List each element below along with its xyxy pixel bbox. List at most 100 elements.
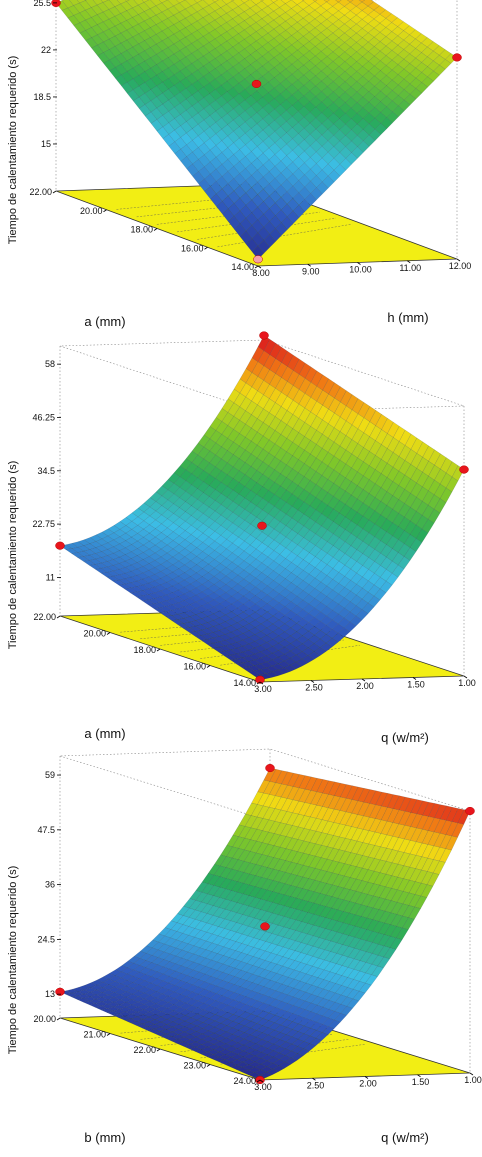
z-axis-title: Tiempo de calentamiento requerido (s) [7, 866, 19, 1055]
design-point [55, 541, 65, 550]
y-tick [310, 680, 315, 683]
y-tick [259, 1079, 264, 1083]
x-tick [106, 1033, 111, 1036]
surface-cell [263, 233, 276, 248]
surface-cell [298, 199, 311, 213]
y-axis: 3.00 2.50 2.00 1.50 1.00 [254, 675, 476, 694]
surface-cell [439, 59, 452, 70]
z-tick-label: 34.5 [37, 466, 55, 476]
surface-cell [240, 0, 250, 4]
y-tick-label: 2.50 [307, 1080, 325, 1090]
y-tick [456, 258, 461, 262]
surface-cell [392, 105, 405, 118]
surface-cell [301, 0, 305, 2]
design-point [459, 465, 469, 474]
x-axis-title: a (mm) [84, 314, 125, 329]
surface-cell [297, 1048, 310, 1056]
chart-3: 13 24.5 36 47.5 59 20.00 21.00 22.00 23.00 24.003… [7, 748, 482, 1145]
y-tick-label: 11.00 [399, 263, 421, 273]
x-tick [106, 632, 111, 635]
z-tick-label: 22.75 [32, 519, 55, 529]
surface-cell [260, 0, 264, 2]
z-tick-label: 24.5 [37, 934, 55, 944]
y-axis: 8.00 9.00 10.00 11.00 12.00 [252, 258, 471, 278]
y-tick-label: 1.00 [458, 678, 476, 688]
box-top-frame [59, 339, 465, 413]
surface-cell [426, 872, 440, 887]
y-tick [312, 1077, 316, 1081]
design-point [265, 764, 275, 773]
z-tick-label: 22 [41, 45, 51, 55]
surface-cell [284, 1057, 298, 1065]
y-tick-label: 3.00 [254, 684, 272, 694]
surface-cell [312, 0, 318, 2]
surface-cell [259, 1072, 273, 1078]
surface-cell [361, 602, 375, 614]
surface-cell [439, 487, 453, 503]
x-axis: 20.00 21.00 22.00 23.00 24.00 [33, 1014, 261, 1086]
response-surface [59, 767, 471, 1081]
x-tick-label: 22.00 [29, 187, 52, 197]
x-tick-label: 14.00 [233, 678, 256, 688]
surface-cell [176, 0, 186, 4]
design-point [259, 331, 269, 340]
surface-cell [84, 0, 88, 1]
x-tick-label: 20.00 [80, 206, 103, 216]
z-axis-title: Tiempo de calentamiento requerido (s) [7, 56, 19, 245]
x-tick [153, 228, 158, 231]
y-tick [469, 1072, 474, 1076]
surface-cell [368, 129, 382, 141]
surface-cell [301, 655, 315, 664]
surface-cell [427, 70, 440, 82]
y-tick [417, 1074, 421, 1078]
surface-cell [339, 158, 352, 171]
y-tick-label: 1.50 [407, 680, 425, 690]
x-tick-label: 16.00 [183, 662, 206, 672]
y-tick [257, 265, 262, 269]
x-tick [256, 1079, 261, 1083]
surface-cell [398, 99, 411, 112]
surface-cell [377, 956, 390, 969]
design-point [55, 987, 65, 996]
chart-2: 11 22.75 34.5 46.25 58 22.00 20.00 18.00 16.00 14… [7, 331, 476, 745]
design-point [257, 521, 267, 530]
surface-cell [231, 0, 235, 2]
x-tick-label: 22.00 [33, 612, 56, 622]
floor-contour-line [217, 223, 353, 248]
x-tick [206, 1064, 211, 1067]
response-surface [59, 335, 465, 680]
surface-cell [315, 1032, 329, 1041]
y-tick [407, 260, 411, 264]
x-tick [256, 681, 261, 685]
x-tick-label: 16.00 [181, 243, 204, 253]
response-surface [55, 0, 458, 260]
y-tick-label: 9.00 [302, 266, 320, 276]
surface-cell [265, 671, 279, 678]
z-tick-label: 47.5 [37, 825, 55, 835]
z-tick-label: 18.5 [33, 92, 51, 102]
surface-cell [374, 123, 388, 135]
y-axis-title: h (mm) [387, 310, 428, 325]
y-tick-label: 2.50 [305, 683, 323, 693]
x-axis-title: b (mm) [84, 1130, 125, 1145]
surface-cell [352, 990, 366, 1002]
y-tick-label: 8.00 [252, 268, 270, 278]
x-tick [156, 1048, 161, 1052]
z-tick-label: 59 [45, 770, 55, 780]
y-tick-label: 2.00 [359, 1079, 377, 1089]
y-tick-label: 3.00 [254, 1082, 272, 1092]
surface-cell [309, 1037, 323, 1047]
z-tick-label: 11 [46, 572, 55, 582]
x-axis: 22.00 20.00 18.00 16.00 14.00 [33, 612, 261, 688]
y-tick-label: 10.00 [349, 265, 372, 275]
z-axis-title: Tiempo de calentamiento requerido (s) [7, 461, 19, 650]
surface-cell [385, 573, 399, 586]
y-axis: 3.00 2.50 2.00 1.50 1.00 [254, 1072, 482, 1092]
x-tick [156, 648, 161, 652]
z-tick-label: 58 [45, 359, 55, 369]
design-point [465, 806, 475, 816]
z-axis: 11 22.75 34.5 46.25 58 [32, 359, 61, 582]
design-point [452, 53, 462, 62]
z-tick-label: 36 [45, 880, 55, 890]
surface-cell [125, 0, 130, 2]
